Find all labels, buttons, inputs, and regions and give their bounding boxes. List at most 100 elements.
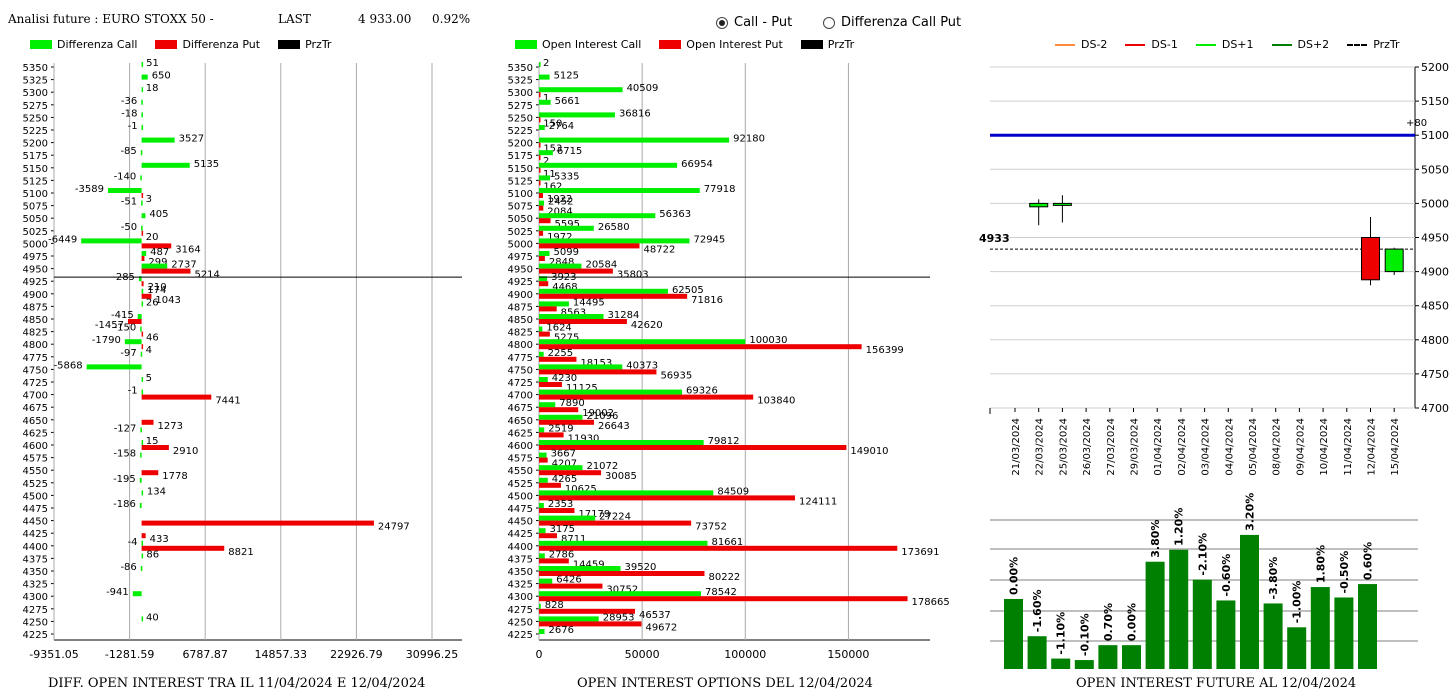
diff-chart-put-label: 4 — [146, 345, 152, 356]
oi-chart-put-bar — [539, 470, 602, 476]
oi-chart-strike-tick: 4475 — [508, 504, 533, 515]
oi-chart-call-bar — [539, 351, 544, 357]
candle-y-tick: 4950 — [1421, 232, 1449, 245]
oi-chart-call-bar — [539, 427, 545, 433]
oi-future-bar — [1098, 645, 1118, 669]
diff-chart-put-label: -1457 — [95, 320, 124, 331]
candle-x-tick: 15/04/2024 — [1390, 418, 1401, 476]
oi-chart-put-label: 30085 — [605, 471, 637, 482]
oi-chart-put-label: 4468 — [552, 282, 577, 293]
oi-chart-strike-tick: 4850 — [508, 315, 533, 326]
oi-chart-call-bar — [539, 74, 550, 80]
candle-x-tick: 05/04/2024 — [1248, 418, 1259, 476]
oi-chart-put-bar — [539, 281, 549, 287]
oi-chart-strike-tick: 4425 — [508, 529, 533, 540]
oi-chart-strike-tick: 4775 — [508, 353, 533, 364]
diff-chart-call-label: 2737 — [171, 260, 196, 271]
price-label: 4933 — [979, 232, 1010, 245]
candle-y-tick: 5200 — [1421, 61, 1449, 74]
oi-chart-put-label: 2848 — [549, 257, 574, 268]
oi-chart-call-label: 92180 — [733, 134, 765, 145]
oi-chart-put-label: 71816 — [691, 295, 723, 306]
oi-chart-put-label: 5275 — [554, 333, 579, 344]
diff-chart-call-bar — [140, 150, 143, 156]
oi-chart-put-bar — [539, 268, 613, 274]
oi-chart-strike-tick: 4675 — [508, 403, 533, 414]
diff-chart-put-bar — [141, 268, 191, 274]
diff-chart-strike-tick: 5075 — [23, 202, 48, 213]
oi-future-label: -1.10% — [1055, 612, 1068, 655]
oi-chart-strike-tick: 5300 — [508, 88, 533, 99]
radio-unselected-icon[interactable] — [823, 16, 835, 29]
diff-chart-call-label: 18 — [146, 83, 159, 94]
oi-chart-put-bar — [539, 621, 642, 627]
candle-y-tick: 5000 — [1421, 197, 1449, 210]
oi-chart-put-label: 150 — [543, 118, 562, 129]
diff-chart-strike-tick: 4875 — [23, 302, 48, 313]
legend-line-ds-2 — [1055, 43, 1075, 46]
diff-chart-call-label: 5 — [146, 373, 152, 384]
oi-future-bar — [1074, 660, 1094, 669]
oi-chart-call-bar — [539, 213, 656, 219]
oi-future-label: -2.10% — [1196, 533, 1209, 576]
oi-future-bar — [1263, 603, 1283, 669]
oi-future-bar — [1287, 627, 1307, 669]
radio-diff-call-put[interactable]: Differenza Call Put — [823, 15, 961, 30]
oi-chart-call-bar — [539, 125, 545, 130]
diff-chart-call-label: -158 — [113, 449, 136, 460]
oi-chart-put-bar — [539, 293, 688, 299]
oi-chart-strike-tick: 5200 — [508, 139, 533, 150]
diff-chart-call-label: 51 — [146, 58, 159, 69]
diff-chart-strike-tick: 5200 — [23, 139, 48, 150]
oi-chart-put-label: 124111 — [799, 496, 837, 507]
diff-chart-call-bar — [141, 389, 144, 395]
oi-chart-call-bar — [539, 314, 604, 319]
diff-chart-call-bar — [140, 427, 142, 433]
oi-chart-put-label: 103840 — [757, 396, 795, 407]
diff-chart-put-bar — [141, 256, 145, 261]
oi-chart-put-bar — [539, 230, 544, 236]
radio-call-put[interactable]: Call - Put — [716, 15, 792, 30]
diff-chart-call-bar — [141, 225, 143, 231]
candle-y-tick: 4700 — [1421, 402, 1449, 415]
oi-chart-put-bar — [539, 142, 541, 148]
oi-chart-strike-tick: 5025 — [508, 227, 533, 238]
oi-chart-put-label: 49672 — [645, 622, 677, 633]
oi-chart-strike-tick: 5050 — [508, 214, 533, 225]
oi-chart-call-bar — [539, 465, 583, 471]
oi-chart-strike-tick: 4700 — [508, 391, 533, 402]
radio-selected-icon[interactable] — [716, 16, 728, 29]
oi-chart-strike-tick: 4450 — [508, 517, 533, 528]
oi-chart-call-label: 4230 — [552, 373, 577, 384]
diff-chart-strike-tick: 4850 — [23, 315, 48, 326]
diff-chart-strike-tick: 4500 — [23, 491, 48, 502]
diff-chart-put-bar — [141, 344, 144, 350]
oi-future-label: -1.60% — [1031, 589, 1044, 632]
oi-chart-call-label: 84509 — [717, 486, 749, 497]
oi-chart-call-label: 3175 — [550, 524, 575, 535]
oi-chart-call-label: 828 — [545, 600, 564, 611]
diff-chart-call-bar — [139, 477, 142, 483]
diff-chart-call-bar — [141, 490, 144, 496]
diff-chart-put-label: 433 — [150, 534, 169, 545]
legend-line-prztr — [1347, 43, 1368, 46]
oi-chart-call-bar — [539, 528, 546, 534]
oi-chart-put-bar — [539, 117, 541, 123]
diff-chart-strike-tick: 4550 — [23, 466, 48, 477]
oi-chart-put-label: 156399 — [866, 345, 904, 356]
diff-chart-call-bar — [141, 251, 147, 256]
candle-y-tick: 5100 — [1421, 129, 1449, 142]
oi-future-bar — [1004, 598, 1023, 669]
oi-chart-put-bar — [539, 344, 862, 350]
oi-chart-call-bar — [539, 566, 621, 571]
oi-chart-put-bar — [539, 445, 847, 450]
diff-chart-strike-tick: 5325 — [23, 76, 48, 87]
diff-chart-call-bar — [141, 137, 175, 143]
diff-chart-x-tick: 22926.79 — [330, 648, 383, 661]
legend-label: DS+2 — [1297, 38, 1330, 51]
oi-future-bar — [1051, 658, 1071, 669]
oi-chart-call-bar — [539, 137, 730, 143]
oi-chart-call-bar — [539, 591, 702, 597]
oi-chart-strike-tick: 5175 — [508, 151, 533, 162]
panel2-legend: Open Interest Call Open Interest Put Prz… — [515, 38, 872, 51]
